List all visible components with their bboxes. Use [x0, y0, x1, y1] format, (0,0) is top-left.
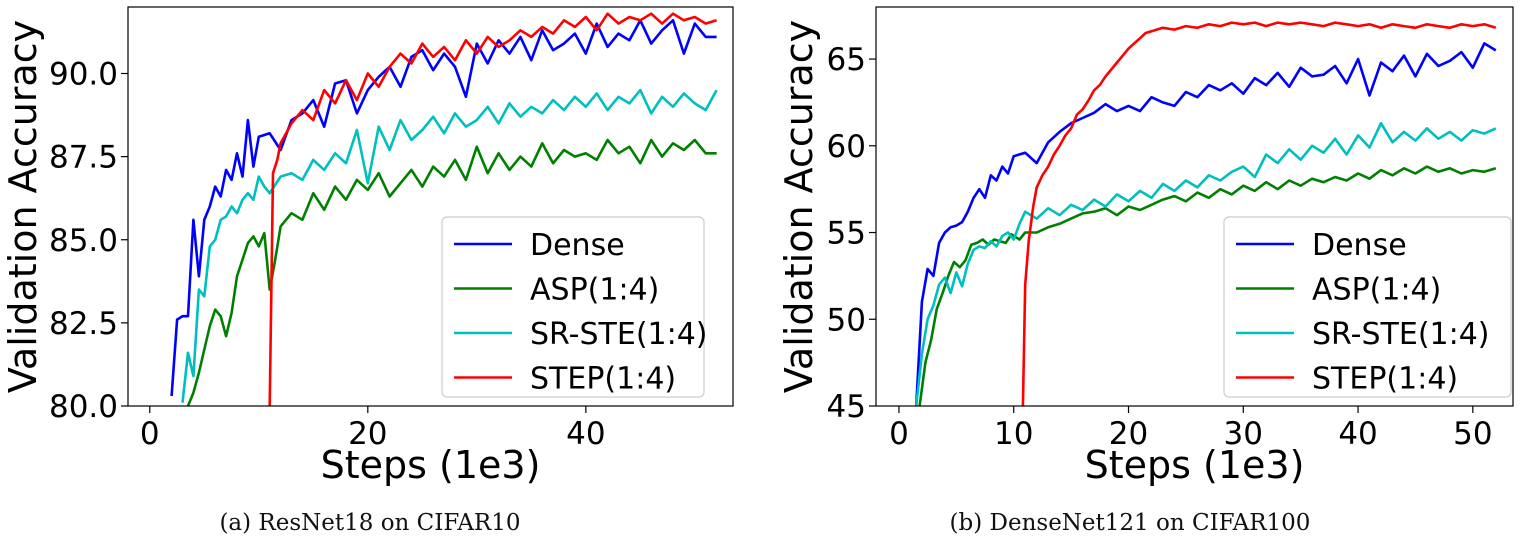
legend: Dense ASP(1:4) SR-STE(1:4) STEP(1:4) [1223, 216, 1512, 398]
series-line-asp-1-4 [918, 165, 1497, 406]
x-tick-label: 50 [1453, 416, 1492, 452]
y-tick-label: 65 [827, 42, 866, 78]
legend-label: Dense [1312, 228, 1407, 263]
y-tick-label: 50 [827, 302, 866, 338]
legend-box [1223, 216, 1512, 398]
x-axis-label: Steps (1e3) [1085, 443, 1305, 487]
series-line-sr-ste-1-4 [181, 88, 718, 403]
x-tick-label: 40 [566, 416, 605, 452]
x-tick-label: 30 [1224, 416, 1263, 452]
legend-label: STEP(1:4) [530, 362, 676, 397]
series-line-sr-ste-1-4 [914, 121, 1497, 406]
y-tick-label: 85.0 [49, 223, 118, 259]
series-line-step-1-4 [1021, 21, 1497, 406]
x-axis-label: Steps (1e3) [321, 443, 541, 487]
series-line-asp-1-4 [186, 138, 717, 406]
y-tick-label: 87.5 [49, 140, 118, 176]
legend-label: STEP(1:4) [1312, 362, 1458, 397]
x-tick-label: 0 [889, 416, 909, 452]
x-tick-label: 20 [348, 416, 387, 452]
legend-label: ASP(1:4) [530, 273, 659, 308]
y-tick-label: 80.0 [49, 389, 118, 425]
y-axis-label: Validation Accuracy [777, 20, 821, 393]
chart-b: 0 10 20 30 40 50 45 50 55 60 65 Steps (1e3) Validati… [777, 6, 1514, 487]
x-tick-label: 40 [1338, 416, 1377, 452]
caption-densenet121: (b) DenseNet121 on CIFAR100 [949, 510, 1311, 536]
chart-a: 0 20 40 80.0 82.5 85.0 87.5 90.0 Steps (1e3) Vali… [1, 6, 734, 487]
y-axis-label: Validation Accuracy [1, 20, 45, 393]
y-tick-label: 82.5 [49, 306, 118, 342]
legend-label: SR-STE(1:4) [1312, 317, 1490, 352]
x-tick-label: 0 [140, 416, 160, 452]
y-tick-label: 60 [827, 129, 866, 165]
caption-resnet18: (a) ResNet18 on CIFAR10 [219, 510, 521, 536]
legend-label: Dense [530, 228, 625, 263]
x-tick-label: 20 [1109, 416, 1148, 452]
series-line-dense [170, 18, 717, 397]
legend-box [441, 216, 705, 398]
series-line-dense [914, 42, 1497, 406]
legend-label: SR-STE(1:4) [530, 317, 708, 352]
x-tick-label: 10 [994, 416, 1033, 452]
axes-frame [127, 6, 734, 407]
y-tick-label: 90.0 [49, 57, 118, 93]
legend: Dense ASP(1:4) SR-STE(1:4) STEP(1:4) [441, 216, 708, 398]
y-tick-label: 55 [827, 216, 866, 252]
series-line-step-1-4 [268, 12, 717, 406]
y-tick-label: 45 [827, 389, 866, 425]
axes-frame [875, 6, 1514, 407]
legend-label: ASP(1:4) [1312, 273, 1441, 308]
